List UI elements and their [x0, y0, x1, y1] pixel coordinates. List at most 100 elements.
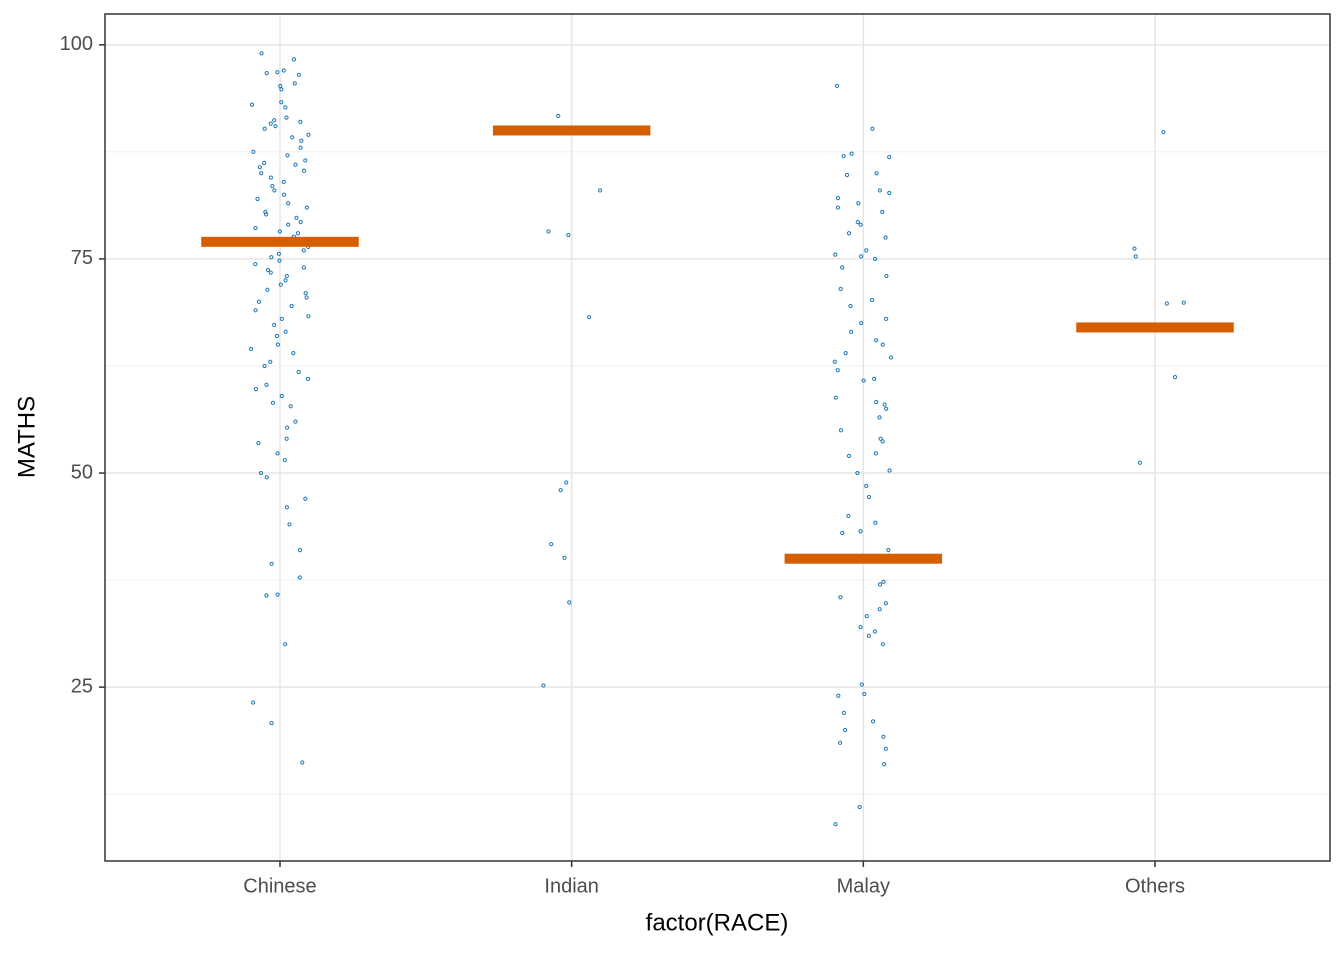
data-point: [841, 710, 846, 715]
data-point: [838, 286, 843, 292]
data-point: [279, 87, 284, 92]
y-tick-label: 75: [71, 247, 93, 269]
data-point: [872, 256, 878, 262]
data-point: [287, 522, 292, 527]
data-point: [880, 209, 885, 214]
data-point: [283, 278, 288, 283]
data-point: [289, 303, 294, 309]
data-point: [303, 158, 308, 163]
data-point: [888, 355, 894, 360]
data-point: [843, 351, 848, 356]
data-point: [874, 171, 879, 176]
data-point: [882, 402, 887, 407]
data-point: [264, 212, 269, 217]
data-point: [883, 601, 888, 606]
data-point: [278, 83, 283, 89]
data-point: [269, 255, 274, 260]
data-point: [887, 154, 892, 160]
data-point: [282, 458, 287, 463]
data-point: [877, 607, 882, 612]
data-point: [258, 470, 264, 476]
data-point: [549, 542, 554, 547]
data-point: [880, 642, 885, 647]
data-point: [303, 496, 308, 501]
data-point: [883, 235, 888, 240]
summary-bar: [784, 553, 943, 564]
data-point: [870, 126, 875, 131]
data-point: [273, 124, 278, 129]
data-point: [849, 329, 854, 334]
data-point: [295, 231, 301, 236]
data-point: [284, 436, 289, 441]
panel-border: [104, 13, 1331, 862]
data-point: [873, 520, 878, 525]
data-point: [835, 196, 841, 201]
data-point: [877, 582, 883, 587]
data-point: [840, 265, 845, 270]
data-point: [275, 592, 280, 597]
data-point: [296, 369, 301, 375]
data-point: [259, 51, 264, 56]
data-point: [881, 734, 886, 739]
data-point: [256, 440, 261, 446]
data-point: [274, 333, 280, 339]
data-point: [872, 629, 878, 634]
data-point: [846, 513, 851, 518]
data-point: [1172, 375, 1178, 380]
data-point: [250, 700, 256, 705]
x-axis-title: factor(RACE): [646, 909, 789, 936]
data-point: [292, 81, 297, 86]
data-point: [304, 295, 309, 300]
data-point: [283, 329, 288, 334]
data-point: [864, 483, 869, 488]
data-point: [277, 229, 282, 234]
data-point: [253, 226, 258, 231]
data-point: [840, 530, 845, 536]
data-point: [849, 151, 854, 156]
data-point: [841, 154, 846, 159]
data-point: [883, 746, 888, 751]
x-tick-label: Indian: [544, 875, 599, 897]
data-point: [858, 222, 863, 227]
data-point: [284, 273, 289, 279]
data-point: [256, 299, 262, 304]
data-point: [275, 451, 280, 456]
data-point: [861, 378, 866, 383]
data-point: [299, 138, 304, 143]
data-point: [301, 168, 307, 173]
data-point: [301, 265, 307, 270]
data-point: [298, 119, 303, 125]
data-point: [564, 480, 569, 485]
data-point: [832, 359, 837, 364]
data-point: [281, 68, 286, 73]
data-point: [290, 135, 295, 140]
data-point: [277, 258, 282, 263]
data-point: [877, 188, 882, 193]
data-point: [269, 721, 274, 726]
data-point: [268, 270, 273, 275]
data-point: [264, 70, 269, 76]
data-point: [262, 126, 267, 131]
data-point: [586, 315, 592, 320]
data-point: [887, 468, 892, 473]
data-point: [566, 232, 571, 238]
data-point: [859, 321, 864, 326]
data-point: [286, 201, 291, 206]
data-point: [558, 488, 563, 493]
data-point: [1164, 301, 1169, 306]
data-point: [866, 633, 871, 638]
data-point: [249, 346, 254, 351]
data-point: [835, 368, 840, 373]
data-point: [283, 105, 288, 110]
data-point: [291, 57, 297, 62]
data-point: [306, 314, 311, 319]
data-point: [284, 505, 290, 510]
data-point: [264, 593, 269, 598]
data-point: [305, 376, 311, 381]
data-point: [284, 115, 289, 120]
data-point: [285, 153, 290, 158]
data-point: [257, 165, 262, 170]
data-point: [303, 291, 308, 296]
data-point: [834, 83, 840, 89]
